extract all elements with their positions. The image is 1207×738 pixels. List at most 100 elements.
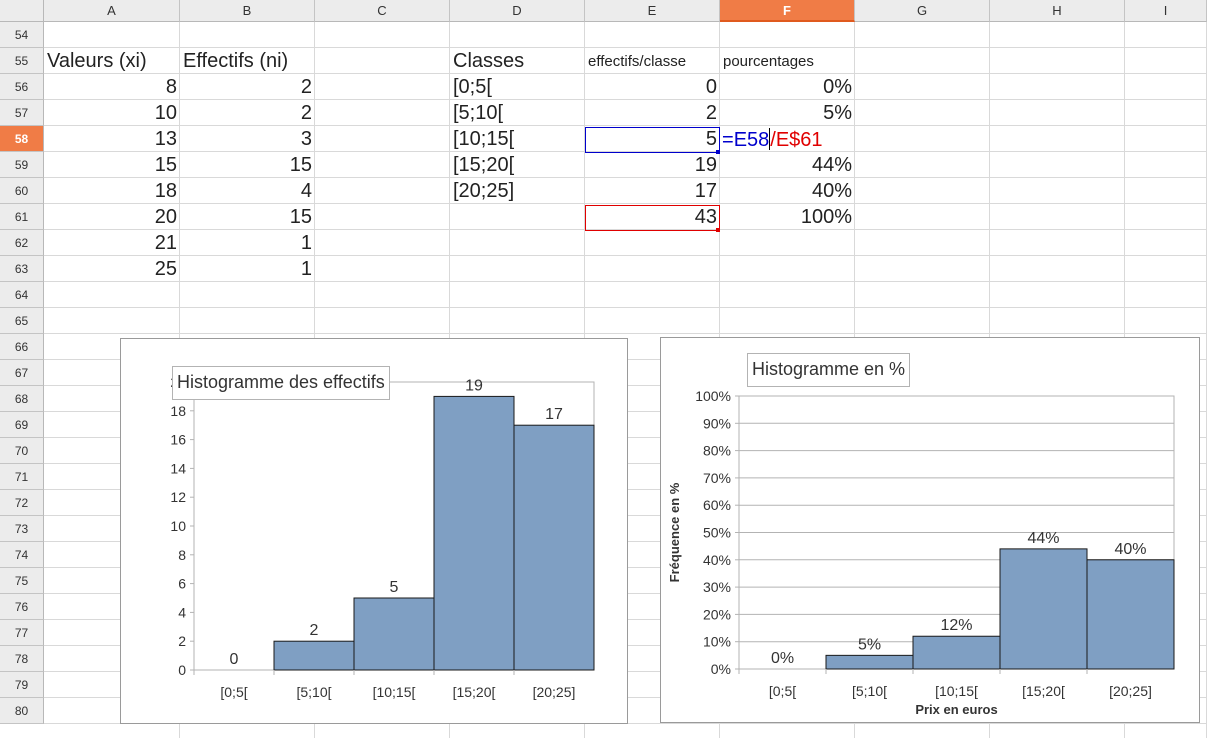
row-header-62[interactable]: 62: [0, 230, 44, 256]
cell-b59[interactable]: 15: [289, 154, 312, 176]
column-header-h[interactable]: H: [990, 0, 1125, 22]
category-label: [10;15[: [373, 684, 416, 700]
column-header-i[interactable]: I: [1125, 0, 1207, 22]
row-header-55[interactable]: 55: [0, 48, 44, 74]
cell-f55[interactable]: pourcentages: [723, 53, 814, 70]
cell-a56[interactable]: 8: [165, 76, 177, 98]
cell-d56[interactable]: [0;5[: [453, 76, 492, 98]
column-header-a[interactable]: A: [44, 0, 180, 22]
cell-reference-e58[interactable]: [585, 127, 720, 153]
cell-b61[interactable]: 15: [289, 206, 312, 228]
row-header-65[interactable]: 65: [0, 308, 44, 334]
cell-b56[interactable]: 2: [300, 76, 312, 98]
cell-d58[interactable]: [10;15[: [453, 128, 515, 150]
row-header-54[interactable]: 54: [0, 22, 44, 48]
cell-a55[interactable]: Valeurs (xi): [47, 50, 147, 72]
row-header-70[interactable]: 70: [0, 438, 44, 464]
cell-e56[interactable]: 0: [705, 76, 717, 98]
cell-b55[interactable]: Effectifs (ni): [183, 50, 289, 72]
cell-e61[interactable]: 43: [694, 206, 717, 228]
cell-e55[interactable]: effectifs/classe: [588, 53, 687, 70]
row-header-78[interactable]: 78: [0, 646, 44, 672]
fill-handle-blue: [716, 150, 720, 154]
bar-[5;10[: [273, 640, 355, 671]
row-header-69[interactable]: 69: [0, 412, 44, 438]
cell-f61[interactable]: 100%: [800, 206, 852, 228]
chart-histogram-percent[interactable]: 0% 10% 20% 30% 40% 50% 60% 70% 80% 90% 100% 0% [0;5[…: [660, 337, 1200, 723]
y-tick-label: 30%: [703, 579, 731, 595]
cell-d57[interactable]: [5;10[: [453, 102, 504, 124]
row-header-57[interactable]: 57: [0, 100, 44, 126]
column-header-c[interactable]: C: [315, 0, 450, 22]
row-header-60[interactable]: 60: [0, 178, 44, 204]
cell-a63[interactable]: 25: [154, 258, 177, 280]
cell-e58[interactable]: 5: [705, 128, 717, 150]
cell-b58[interactable]: 3: [300, 128, 312, 150]
y-tick-label: 50%: [703, 525, 731, 541]
grid-line: [44, 229, 1207, 230]
row-header-73[interactable]: 73: [0, 516, 44, 542]
row-header-68[interactable]: 68: [0, 386, 44, 412]
column-header-f[interactable]: F: [720, 0, 855, 22]
row-header-64[interactable]: 64: [0, 282, 44, 308]
y-tick-label: 4: [178, 604, 186, 620]
category-label: [15;20[: [453, 684, 496, 700]
row-header-59[interactable]: 59: [0, 152, 44, 178]
formula-equals: =: [722, 129, 734, 151]
row-header-79[interactable]: 79: [0, 672, 44, 698]
cell-e57[interactable]: 2: [705, 102, 717, 124]
column-header-b[interactable]: B: [180, 0, 315, 22]
cell-a61[interactable]: 20: [154, 206, 177, 228]
row-header-80[interactable]: 80: [0, 698, 44, 724]
grid-line: [44, 73, 1207, 74]
grid-line: [44, 151, 1207, 152]
y-tick-label: 16: [170, 432, 186, 448]
row-header-56[interactable]: 56: [0, 74, 44, 100]
row-header-61[interactable]: 61: [0, 204, 44, 230]
cell-b62[interactable]: 1: [300, 232, 312, 254]
cell-f56[interactable]: 0%: [823, 76, 852, 98]
row-header-75[interactable]: 75: [0, 568, 44, 594]
row-header-67[interactable]: 67: [0, 360, 44, 386]
column-header-d[interactable]: D: [450, 0, 585, 22]
row-header-63[interactable]: 63: [0, 256, 44, 282]
cell-a58[interactable]: 13: [154, 128, 177, 150]
data-label: 40%: [1114, 541, 1146, 558]
row-header-72[interactable]: 72: [0, 490, 44, 516]
chart-histogram-effectifs[interactable]: 024681012141618200[0;5[2[5;10[5[10;15[19…: [120, 338, 628, 724]
row-header-71[interactable]: 71: [0, 464, 44, 490]
cell-b57[interactable]: 2: [300, 102, 312, 124]
cell-d59[interactable]: [15;20[: [453, 154, 515, 176]
formula-ref-e61: E$61: [775, 129, 823, 151]
y-tick-label: 6: [178, 576, 186, 592]
y-tick-label: 100%: [695, 388, 731, 404]
row-header-74[interactable]: 74: [0, 542, 44, 568]
column-header-g[interactable]: G: [855, 0, 990, 22]
cell-d55[interactable]: Classes: [453, 50, 525, 72]
cell-a60[interactable]: 18: [154, 180, 177, 202]
cell-e60[interactable]: 17: [694, 180, 717, 202]
cell-f57[interactable]: 5%: [823, 102, 852, 124]
row-header-58[interactable]: 58: [0, 126, 44, 152]
cell-formula-edit[interactable]: =E58/E$61: [722, 127, 823, 154]
cell-a62[interactable]: 21: [154, 232, 177, 254]
row-header-66[interactable]: 66: [0, 334, 44, 360]
cell-d60[interactable]: [20;25]: [453, 180, 515, 202]
cell-a59[interactable]: 15: [154, 154, 177, 176]
cell-a57[interactable]: 10: [154, 102, 177, 124]
select-all-corner[interactable]: [0, 0, 44, 22]
y-tick-label: 0%: [711, 661, 731, 677]
column-header-e[interactable]: E: [585, 0, 720, 22]
cell-b63[interactable]: 1: [300, 258, 312, 280]
row-header-76[interactable]: 76: [0, 594, 44, 620]
cell-e59[interactable]: 19: [694, 154, 717, 176]
bar-[10;15[: [353, 597, 435, 671]
bar-[10;15[: [912, 635, 1001, 670]
cell-f59[interactable]: 44%: [811, 154, 852, 176]
cell-b60[interactable]: 4: [300, 180, 312, 202]
cell-reference-e61[interactable]: [585, 205, 720, 231]
data-label: 12%: [940, 617, 972, 634]
cell-f60[interactable]: 40%: [811, 180, 852, 202]
row-header-77[interactable]: 77: [0, 620, 44, 646]
